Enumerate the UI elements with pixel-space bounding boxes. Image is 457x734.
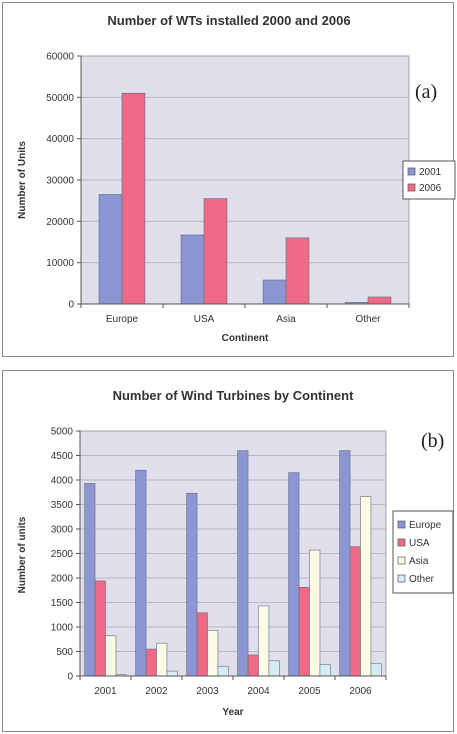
chart-panel-b: Number of Wind Turbines by Continent 0 50… [2,370,454,732]
legend-swatch-asia [397,556,406,565]
chart-b-bar-usa-2001 [94,580,106,677]
chart-b-panel-label: (b) [421,430,444,452]
chart-a-legend-box [402,160,456,200]
chart-a-legend: 2001 2006 [402,160,456,200]
chart-a-bar-2001-europe [98,194,123,305]
chart-a-panel-label: (a) [415,81,437,103]
chart-b-x-tick-label: 2001 [94,686,117,697]
chart-a-x-tick-label: USA [194,314,215,325]
legend-swatch-europe [397,520,406,529]
chart-a-bar-2001-asia [262,279,287,305]
chart-b-bar-asia-2002 [156,642,168,677]
chart-a-y-tick-label: 40000 [46,134,74,145]
chart-b-bar-other-2003 [217,665,229,677]
chart-a-y-tick-label: 60000 [46,52,74,63]
chart-a-svg: Number of WTs installed 2000 and 2006 0 1… [17,13,456,344]
chart-b-legend: Europe USA Asia Other [392,510,454,594]
legend-label-usa: USA [409,538,430,549]
chart-b-x-tick-label: 2004 [247,686,270,697]
chart-a-y-tick-label: 10000 [46,258,74,269]
chart-a-ylabel: Number of Units [17,141,28,219]
chart-b-bars [84,450,382,677]
chart-b-bar-usa-2002 [145,648,157,677]
chart-a-bar-2006-asia [285,237,310,305]
chart-b-y-tick-label: 3000 [51,525,74,536]
chart-b-bar-europe-2003 [186,492,198,677]
chart-b-bar-europe-2006 [339,450,351,677]
chart-b-bar-usa-2005 [298,587,310,677]
chart-b-bar-usa-2004 [247,654,259,677]
chart-b-y-tick-label: 500 [56,647,73,658]
chart-a-bar-2006-usa [203,198,228,305]
chart-a-y-ticks: 0 10000 20000 30000 40000 50000 60000 [46,52,82,311]
chart-a-y-tick-label: 0 [68,300,74,311]
chart-b-title: Number of Wind Turbines by Continent [113,388,355,403]
chart-b-x-ticks: 2001 2002 2003 2004 2005 2006 [79,675,387,697]
chart-b-y-tick-label: 2000 [51,574,74,585]
chart-b-bar-other-2004 [268,660,280,677]
chart-b-y-tick-label: 1500 [51,598,74,609]
chart-a-x-tick-label: Asia [276,314,296,325]
chart-b-bar-other-2005 [319,664,331,677]
chart-b-y-tick-label: 5000 [51,427,74,438]
chart-b-y-tick-label: 1000 [51,623,74,634]
chart-b-bar-usa-2003 [196,612,208,677]
chart-b-bar-europe-2001 [84,483,96,677]
chart-b-y-tick-label: 4000 [51,476,74,487]
chart-b-ylabel: Number of units [17,516,28,593]
chart-b-bar-other-2002 [166,670,178,677]
chart-a-x-tick-label: Europe [106,314,139,325]
chart-a-y-tick-label: 20000 [46,217,74,228]
chart-b-xlabel: Year [222,707,243,718]
legend-label-2001: 2001 [419,167,442,178]
chart-a-xlabel: Continent [222,333,269,344]
chart-b-x-tick-label: 2005 [298,686,321,697]
chart-b-bar-asia-2003 [207,630,219,677]
legend-swatch-usa [397,538,406,547]
chart-b-bar-asia-2004 [258,605,270,677]
chart-a-bar-2006-europe [121,92,146,305]
chart-b-x-tick-label: 2003 [196,686,219,697]
legend-swatch-2001 [407,167,416,176]
chart-b-x-tick-label: 2006 [349,686,372,697]
chart-b-gridlines [80,455,386,652]
legend-label-europe: Europe [409,520,442,531]
chart-a-x-tick-label: Other [355,314,381,325]
chart-b-bar-asia-2006 [360,496,372,677]
legend-label-asia: Asia [409,556,429,567]
legend-label-2006: 2006 [419,183,442,194]
chart-a-bar-2001-usa [180,234,205,305]
chart-b-y-ticks: 0 500 1000 1500 2000 2500 3000 3500 4000 4500 5000 [51,427,81,683]
legend-swatch-other [397,574,406,583]
chart-b-bar-europe-2005 [288,472,300,677]
chart-a-y-tick-label: 50000 [46,93,74,104]
chart-a-bars [98,92,392,305]
chart-a-title: Number of WTs installed 2000 and 2006 [107,13,350,28]
chart-b-bar-other-2006 [370,663,382,677]
chart-b-y-tick-label: 3500 [51,500,74,511]
chart-b-bar-usa-2006 [349,546,361,677]
chart-b-bar-asia-2005 [309,549,321,677]
chart-b-y-tick-label: 4500 [51,451,74,462]
chart-b-bar-asia-2001 [105,635,117,677]
chart-a-y-tick-label: 30000 [46,176,74,187]
chart-b-svg: Number of Wind Turbines by Continent 0 50… [17,388,454,718]
chart-b-bar-europe-2002 [135,469,147,677]
chart-panel-a: Number of WTs installed 2000 and 2006 0 1… [2,2,456,357]
chart-b-x-tick-label: 2002 [145,686,168,697]
chart-a-x-ticks: Europe USA Asia Other [80,303,410,325]
legend-swatch-2006 [407,183,416,192]
chart-b-y-tick-label: 2500 [51,549,74,560]
chart-b-bar-europe-2004 [237,450,249,677]
legend-label-other: Other [409,574,435,585]
chart-a-bar-2006-other [367,296,392,305]
chart-b-y-tick-label: 0 [67,672,73,683]
